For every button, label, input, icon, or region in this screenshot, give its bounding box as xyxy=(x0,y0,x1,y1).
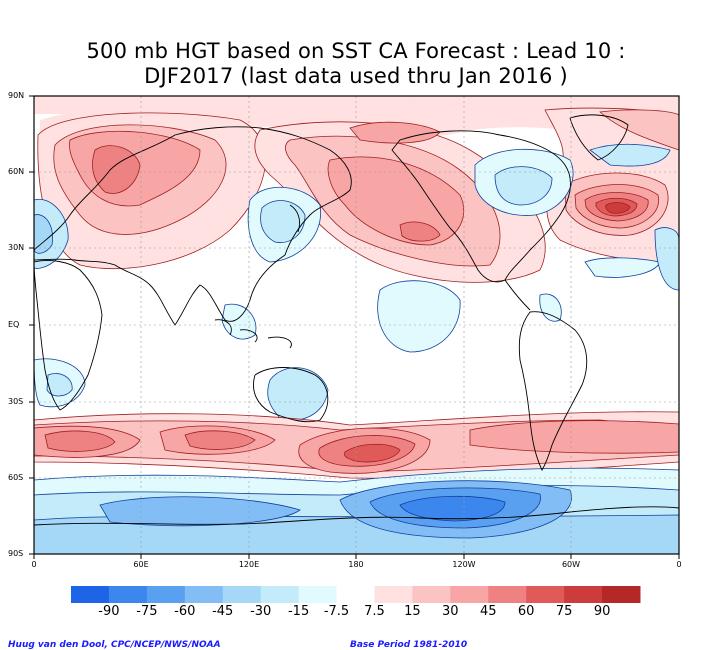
map-title-line-1: 500 mb HGT based on SST CA Forecast : Le… xyxy=(86,39,626,63)
lon-label-120e: 120E xyxy=(238,560,260,569)
map-field xyxy=(34,96,679,554)
colorbar-swatch xyxy=(222,586,262,603)
colorbar-swatch xyxy=(146,586,186,603)
credit-text: Huug van den Dool, CPC/NCEP/NWS/NOAA xyxy=(8,640,221,650)
colorbar-swatch xyxy=(298,586,338,603)
colorbar-swatch xyxy=(71,586,110,603)
lat-label-60n: 60N xyxy=(8,167,25,176)
canada-negative-anomaly xyxy=(474,143,671,216)
colorbar-swatch xyxy=(184,586,224,603)
eurasia-positive-anomaly xyxy=(37,112,266,270)
colorbar-swatch xyxy=(260,586,300,603)
lat-label-90n: 90N xyxy=(8,91,25,100)
lon-label-0-east: 0 xyxy=(676,560,682,569)
colorbar-swatch xyxy=(564,586,603,603)
colorbar-label: 15 xyxy=(404,604,421,619)
colorbar-label: -90 xyxy=(98,604,120,619)
north-pacific-positive-anomaly xyxy=(254,121,546,283)
colorbar-label: 75 xyxy=(555,604,573,619)
colorbar-swatch xyxy=(488,586,527,603)
tropical-negative-patches xyxy=(34,186,679,421)
graticule xyxy=(34,96,679,554)
colorbar-label: 90 xyxy=(593,604,611,619)
colorbar-label: -60 xyxy=(174,604,196,619)
colorbar-label: -15 xyxy=(287,604,310,619)
colorbar-label: 7.5 xyxy=(364,604,385,619)
colorbar-label: -7.5 xyxy=(323,604,350,619)
base-period-text: Base Period 1981-2010 xyxy=(350,640,468,650)
lat-label-60s: 60S xyxy=(8,473,24,482)
colorbar xyxy=(71,586,641,603)
southern-positive-band xyxy=(34,411,679,479)
colorbar-swatch xyxy=(602,586,641,603)
colorbar-label: 60 xyxy=(517,604,535,619)
lon-label-120w: 120W xyxy=(452,560,476,569)
lat-label-30n: 30N xyxy=(8,243,25,252)
axis-ticks xyxy=(29,95,680,559)
lat-label-30s: 30S xyxy=(8,397,24,406)
coastlines xyxy=(34,114,679,526)
map-title-line-2: DJF2017 (last data used thru Jan 2016 ) xyxy=(144,64,568,88)
colorbar-swatch xyxy=(526,586,565,603)
colorbar-swatch xyxy=(108,586,148,603)
colorbar-swatch xyxy=(336,586,375,603)
colorbar-label: -75 xyxy=(136,604,158,619)
colorbar-label: -45 xyxy=(212,604,234,619)
lon-label-60e: 60E xyxy=(133,560,149,569)
colorbar-swatch xyxy=(412,586,451,603)
lon-label-180: 180 xyxy=(348,560,364,569)
colorbar-label: 45 xyxy=(480,604,497,619)
lat-label-eq: EQ xyxy=(8,320,20,329)
colorbar-label: 30 xyxy=(442,604,459,619)
lat-label-90s: 90S xyxy=(8,549,24,558)
colorbar-label: -30 xyxy=(250,604,272,619)
colorbar-swatch xyxy=(450,586,489,603)
lon-label-60w: 60W xyxy=(561,560,581,569)
lon-label-0: 0 xyxy=(31,560,37,569)
colorbar-swatch xyxy=(374,586,413,603)
